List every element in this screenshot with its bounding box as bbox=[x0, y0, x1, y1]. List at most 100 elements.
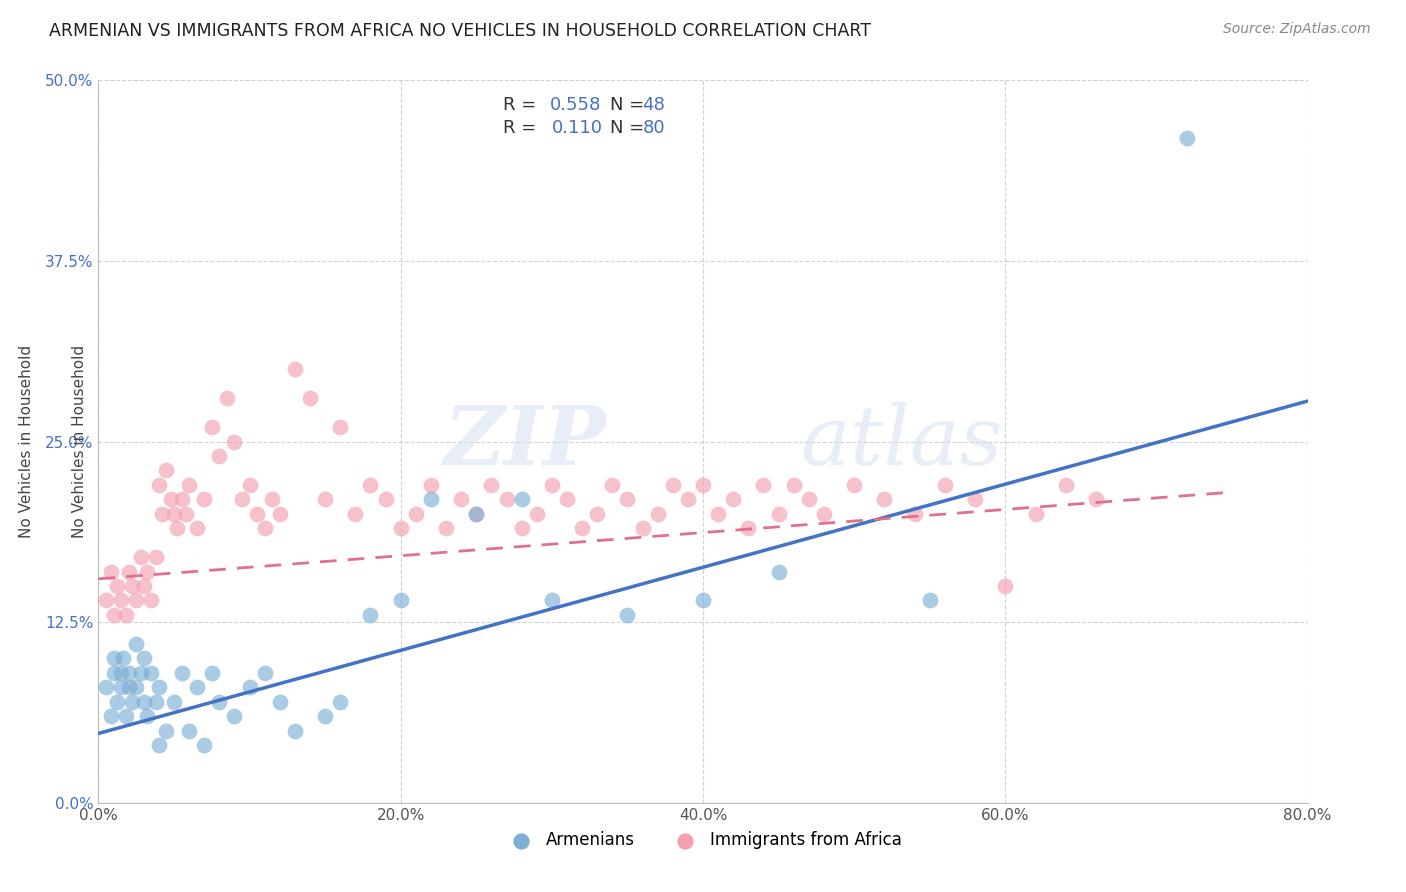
Point bbox=[179, 723, 201, 738]
Point bbox=[121, 579, 143, 593]
Point bbox=[647, 507, 669, 521]
Point bbox=[179, 478, 201, 492]
Point bbox=[166, 521, 188, 535]
Point bbox=[110, 593, 132, 607]
Point bbox=[141, 593, 163, 607]
Point bbox=[768, 507, 790, 521]
Point bbox=[676, 492, 699, 507]
Point bbox=[540, 593, 562, 607]
Point bbox=[994, 579, 1017, 593]
Point bbox=[420, 492, 443, 507]
Point bbox=[495, 492, 517, 507]
Point bbox=[224, 434, 246, 449]
Point bbox=[170, 492, 193, 507]
Point bbox=[360, 607, 382, 622]
Point bbox=[118, 680, 141, 694]
Point bbox=[934, 478, 956, 492]
Point bbox=[114, 709, 136, 723]
Text: Source: ZipAtlas.com: Source: ZipAtlas.com bbox=[1223, 22, 1371, 37]
Point bbox=[314, 709, 336, 723]
Point bbox=[148, 478, 170, 492]
Point bbox=[100, 709, 122, 723]
Point bbox=[707, 507, 730, 521]
Point bbox=[246, 507, 269, 521]
Point bbox=[163, 507, 186, 521]
Point bbox=[174, 507, 197, 521]
Point bbox=[1024, 507, 1046, 521]
Point bbox=[510, 521, 533, 535]
Point bbox=[132, 695, 155, 709]
Point bbox=[329, 420, 352, 434]
Point bbox=[239, 478, 262, 492]
Point bbox=[813, 507, 835, 521]
Point bbox=[602, 478, 624, 492]
Point bbox=[145, 550, 167, 565]
Point bbox=[344, 507, 367, 521]
Point bbox=[208, 695, 231, 709]
Point bbox=[360, 478, 382, 492]
Point bbox=[783, 478, 806, 492]
Text: N =: N = bbox=[610, 119, 650, 137]
Point bbox=[114, 607, 136, 622]
Point bbox=[170, 665, 193, 680]
Point bbox=[904, 507, 927, 521]
Point bbox=[160, 492, 183, 507]
Point bbox=[150, 507, 173, 521]
Point bbox=[231, 492, 253, 507]
Point bbox=[918, 593, 941, 607]
Point bbox=[571, 521, 593, 535]
Point bbox=[125, 637, 148, 651]
Point bbox=[103, 651, 125, 665]
Text: 48: 48 bbox=[643, 95, 665, 114]
Point bbox=[105, 695, 128, 709]
Point bbox=[105, 579, 128, 593]
Point bbox=[1175, 131, 1198, 145]
Point bbox=[111, 651, 134, 665]
Point bbox=[284, 723, 307, 738]
Point bbox=[239, 680, 262, 694]
Legend: Armenians, Immigrants from Africa: Armenians, Immigrants from Africa bbox=[498, 824, 908, 856]
Point bbox=[405, 507, 427, 521]
Point bbox=[586, 507, 609, 521]
Y-axis label: No Vehicles in Household: No Vehicles in Household bbox=[18, 345, 34, 538]
Point bbox=[737, 521, 759, 535]
Point bbox=[125, 680, 148, 694]
Point bbox=[94, 593, 117, 607]
Point bbox=[121, 695, 143, 709]
Point bbox=[284, 362, 307, 376]
Point bbox=[510, 492, 533, 507]
Point bbox=[631, 521, 654, 535]
Point bbox=[465, 507, 488, 521]
Point bbox=[752, 478, 775, 492]
Point bbox=[155, 723, 177, 738]
Point bbox=[110, 665, 132, 680]
Point bbox=[797, 492, 820, 507]
Point bbox=[201, 665, 224, 680]
Point bbox=[253, 521, 276, 535]
Point bbox=[193, 492, 215, 507]
Point bbox=[262, 492, 284, 507]
Point bbox=[450, 492, 472, 507]
Point bbox=[1085, 492, 1108, 507]
Point bbox=[145, 695, 167, 709]
Point bbox=[314, 492, 336, 507]
Point bbox=[215, 391, 238, 405]
Point bbox=[132, 579, 155, 593]
Point bbox=[129, 550, 152, 565]
Point bbox=[540, 478, 562, 492]
Text: ARMENIAN VS IMMIGRANTS FROM AFRICA NO VEHICLES IN HOUSEHOLD CORRELATION CHART: ARMENIAN VS IMMIGRANTS FROM AFRICA NO VE… bbox=[49, 22, 872, 40]
Point bbox=[616, 492, 638, 507]
Point bbox=[103, 607, 125, 622]
Point bbox=[103, 665, 125, 680]
Point bbox=[224, 709, 246, 723]
Point bbox=[186, 521, 208, 535]
Point bbox=[110, 680, 132, 694]
Point bbox=[129, 665, 152, 680]
Point bbox=[481, 478, 503, 492]
Point bbox=[269, 507, 291, 521]
Point bbox=[148, 738, 170, 752]
Point bbox=[193, 738, 215, 752]
Point bbox=[100, 565, 122, 579]
Text: atlas: atlas bbox=[800, 401, 1002, 482]
Text: R =: R = bbox=[503, 119, 548, 137]
